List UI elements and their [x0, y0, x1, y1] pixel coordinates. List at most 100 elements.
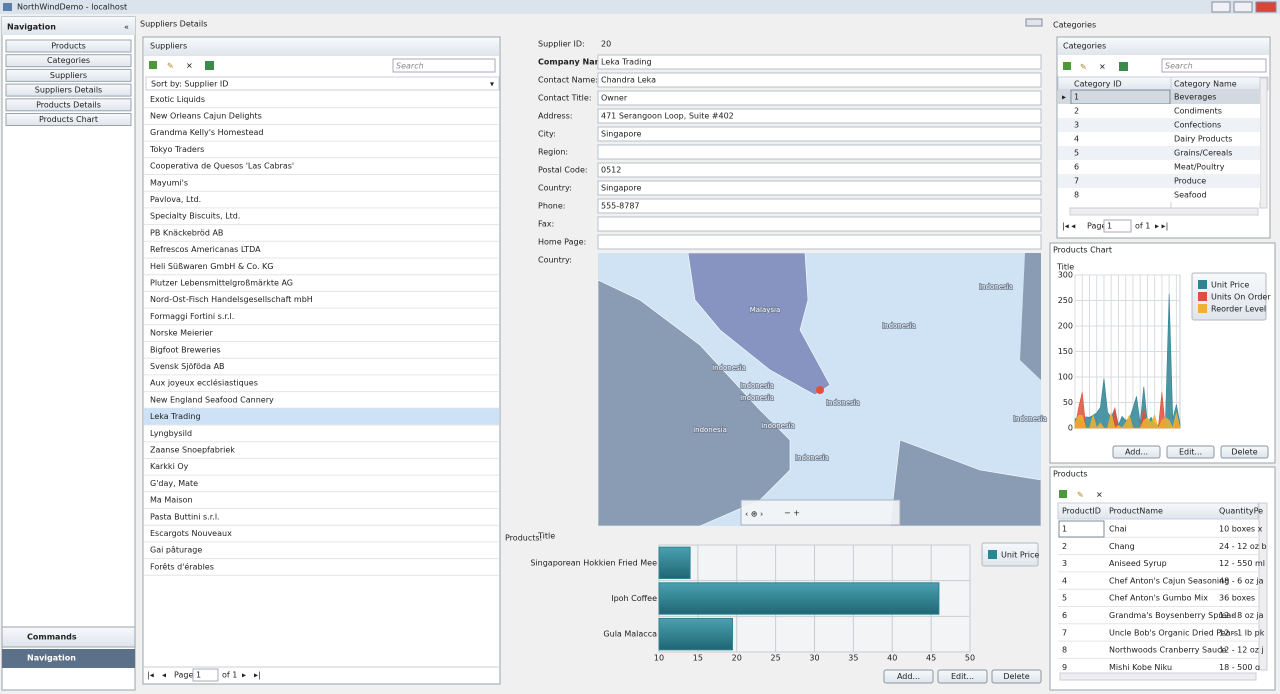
grid-cell[interactable]: Meat/Poultry [1174, 163, 1225, 172]
column-header[interactable]: ProductName [1109, 507, 1163, 516]
export-icon[interactable] [1119, 62, 1128, 71]
edit-icon[interactable]: ✎ [1080, 63, 1087, 72]
button[interactable] [991, 669, 1042, 684]
pager-nav[interactable]: ▸ ▸| [1155, 222, 1168, 231]
supplier-name[interactable]: Escargots Nouveaux [150, 529, 232, 538]
location-marker[interactable] [816, 386, 824, 394]
page-number[interactable]: 1 [1107, 222, 1112, 231]
pager-first[interactable]: |◂ [147, 671, 154, 680]
nav-button-label[interactable]: Products Chart [39, 115, 98, 124]
add-icon[interactable] [1063, 62, 1071, 70]
navigation-bar[interactable] [2, 649, 135, 668]
add-icon[interactable] [1059, 490, 1067, 498]
field-value[interactable]: Singapore [601, 130, 641, 139]
grid-cell[interactable]: 1 [1062, 525, 1067, 534]
supplier-name[interactable]: Specialty Biscuits, Ltd. [150, 212, 240, 221]
nav-button[interactable] [5, 39, 132, 53]
grid-cell[interactable]: Produce [1174, 177, 1206, 186]
field-input[interactable] [597, 54, 1042, 70]
column-header[interactable]: Category ID [1074, 80, 1122, 89]
nav-button-label[interactable]: Categories [47, 56, 90, 65]
field-input[interactable] [597, 108, 1042, 124]
minimize-button[interactable] [1211, 1, 1231, 13]
map-pan[interactable]: ‹ ⊕ › [745, 510, 763, 519]
search-placeholder[interactable]: Search [1165, 62, 1193, 71]
column-header[interactable]: ProductID [1062, 507, 1101, 516]
grid-cell[interactable]: Northwoods Cranberry Sauce [1109, 646, 1227, 655]
add-icon[interactable] [149, 61, 157, 69]
current-cell[interactable] [1058, 520, 1105, 538]
grid-cell[interactable]: Aniseed Syrup [1109, 559, 1167, 568]
supplier-name[interactable]: Tokyo Traders [149, 145, 204, 154]
grid-cell[interactable]: 8 [1062, 646, 1067, 655]
close-button[interactable] [1255, 1, 1277, 13]
grid-cell[interactable]: 7 [1062, 628, 1067, 637]
supplier-name[interactable]: Pasta Buttini s.r.l. [150, 512, 220, 521]
area[interactable] [1074, 412, 1181, 429]
grid-cell[interactable]: 3 [1074, 121, 1079, 130]
field-input[interactable] [597, 180, 1042, 196]
supplier-name[interactable]: Bigfoot Breweries [150, 345, 221, 354]
sort-combo[interactable] [145, 76, 500, 91]
column-header[interactable]: Category Name [1174, 80, 1237, 89]
field-value[interactable]: Owner [601, 94, 628, 103]
supplier-name[interactable]: New England Seafood Cannery [150, 395, 274, 404]
grid-cell[interactable]: 48 - 6 oz ja [1219, 576, 1264, 585]
commands-bar[interactable] [1, 626, 136, 648]
grid-cell[interactable]: 12 - 1 lb pk [1219, 628, 1265, 637]
field-value[interactable]: Leka Trading [601, 58, 652, 67]
grid-cell[interactable]: Uncle Bob's Organic Dried Pears [1109, 628, 1238, 637]
commands-title[interactable]: Commands [27, 633, 77, 642]
field-input[interactable] [597, 72, 1042, 88]
grid-cell[interactable]: 12 - 550 ml [1219, 559, 1265, 568]
grid-cell[interactable]: 6 [1074, 163, 1079, 172]
grid-cell[interactable]: Grandma's Boysenberry Spread [1109, 611, 1236, 620]
supplier-name[interactable]: Zaanse Snoepfabriek [150, 446, 235, 455]
supplier-name[interactable]: Pavlova, Ltd. [150, 195, 201, 204]
field-input[interactable] [597, 90, 1042, 106]
grid-cell[interactable]: Beverages [1174, 93, 1216, 102]
supplier-name[interactable]: Exotic Liquids [150, 95, 205, 104]
map-nav-control[interactable] [740, 499, 901, 526]
field-input[interactable] [597, 126, 1042, 142]
nav-button[interactable] [5, 98, 132, 112]
grid-cell[interactable]: Chang [1109, 542, 1135, 551]
h-scrollbar[interactable] [1059, 672, 1257, 681]
grid-cell[interactable]: 9 [1062, 663, 1067, 672]
search-box[interactable] [392, 58, 496, 73]
supplier-name[interactable]: Grandma Kelly's Homestead [150, 128, 263, 137]
search-box[interactable] [1161, 58, 1267, 73]
delete-icon[interactable]: ✕ [1096, 491, 1103, 500]
supplier-name[interactable]: Forêts d'érables [150, 561, 214, 571]
page-input[interactable] [1103, 219, 1132, 233]
column-header[interactable]: QuantityPe [1219, 507, 1263, 516]
export-icon[interactable] [205, 61, 214, 70]
grid-cell[interactable]: 18 - 500 g [1219, 663, 1260, 672]
page-input[interactable] [192, 668, 219, 682]
field-value[interactable]: 0512 [601, 166, 621, 175]
field-input[interactable] [597, 162, 1042, 178]
supplier-name[interactable]: Cooperativa de Quesos 'Las Cabras' [150, 162, 294, 171]
v-scrollbar[interactable] [1258, 502, 1268, 671]
field-value[interactable]: 471 Serangoon Loop, Suite #402 [601, 112, 734, 121]
grid-cell[interactable]: Mishi Kobe Niku [1109, 663, 1172, 672]
button[interactable] [1220, 445, 1269, 459]
edit-icon[interactable]: ✎ [167, 62, 174, 71]
supplier-name[interactable]: Lyngbysild [150, 429, 192, 438]
nav-button-label[interactable]: Products [51, 42, 86, 51]
grid-cell[interactable]: 4 [1062, 576, 1067, 585]
supplier-name[interactable]: Nord-Ost-Fisch Handelsgesellschaft mbH [150, 295, 313, 304]
nav-button[interactable] [5, 113, 132, 126]
grid-cell[interactable]: 7 [1074, 177, 1079, 186]
grid-cell[interactable]: 1 [1074, 93, 1079, 102]
supplier-name[interactable]: New Orleans Cajun Delights [150, 112, 262, 121]
supplier-name[interactable]: Plutzer Lebensmittelgroßmärkte AG [150, 279, 293, 288]
nav-button[interactable] [5, 83, 132, 97]
grid-cell[interactable]: 10 boxes x [1219, 525, 1263, 534]
pager-prev[interactable]: ◂ [162, 671, 166, 680]
grid-cell[interactable]: Confections [1174, 121, 1221, 130]
supplier-name[interactable]: Formaggi Fortini s.r.l. [150, 312, 234, 321]
nav-button-label[interactable]: Products Details [36, 100, 101, 109]
grid-cell[interactable]: Chef Anton's Gumbo Mix [1109, 594, 1208, 603]
restore-button[interactable] [1025, 18, 1043, 27]
